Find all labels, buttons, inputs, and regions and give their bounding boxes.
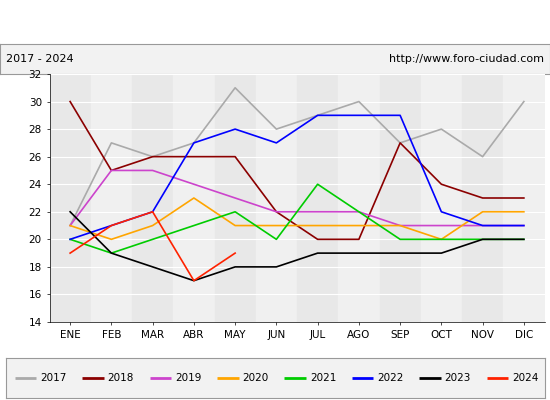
Bar (297, 74, 338, 322)
Text: 2019: 2019 (175, 373, 201, 383)
Bar (379, 74, 421, 322)
Bar (421, 74, 462, 322)
Text: 2021: 2021 (310, 373, 336, 383)
Text: 2018: 2018 (108, 373, 134, 383)
Text: Evolucion del paro registrado en Torralba de Oropesa: Evolucion del paro registrado en Torralb… (90, 15, 460, 29)
Text: 2020: 2020 (243, 373, 268, 383)
Bar (338, 74, 380, 322)
Bar (50, 74, 91, 322)
Bar (132, 74, 173, 322)
Text: 2017: 2017 (40, 373, 67, 383)
Bar (91, 74, 132, 322)
Bar (462, 74, 503, 322)
Text: http://www.foro-ciudad.com: http://www.foro-ciudad.com (389, 54, 544, 64)
Bar (173, 74, 214, 322)
Bar (214, 74, 256, 322)
Text: 2022: 2022 (377, 373, 404, 383)
Text: 2024: 2024 (512, 373, 538, 383)
Bar (256, 74, 297, 322)
Bar (503, 74, 544, 322)
Text: 2017 - 2024: 2017 - 2024 (6, 54, 73, 64)
Text: 2023: 2023 (444, 373, 471, 383)
